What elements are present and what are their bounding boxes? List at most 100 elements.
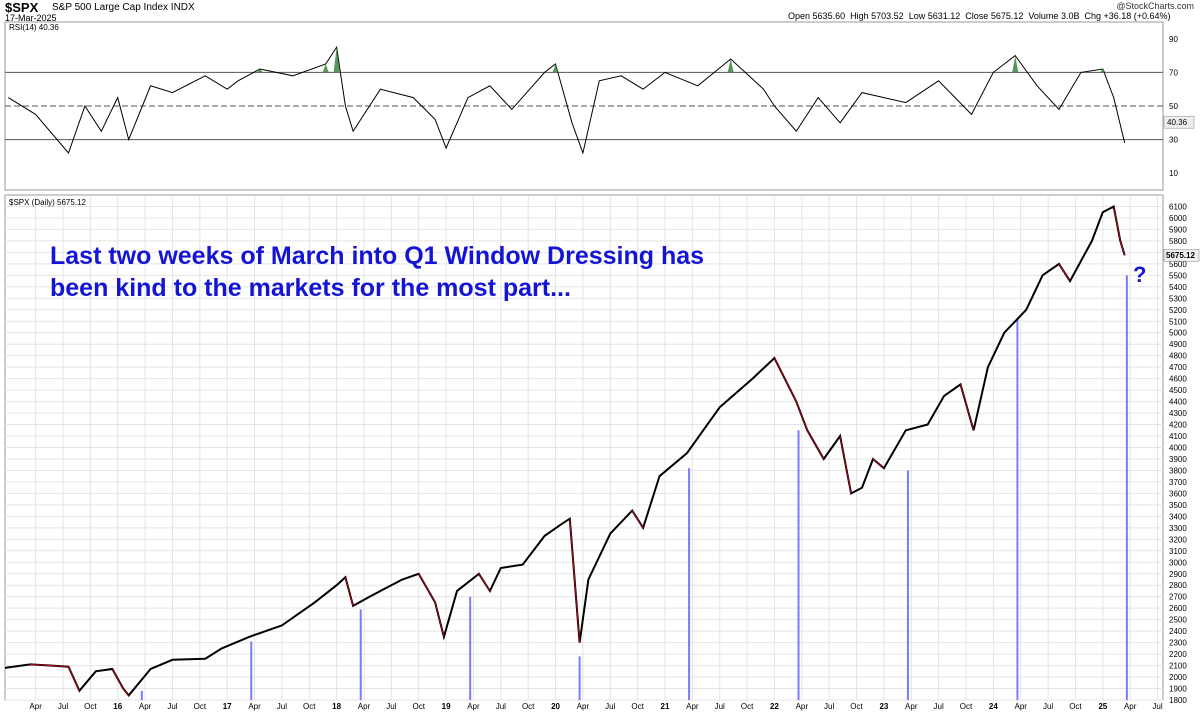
price-tick-label: 4000 (1169, 444, 1187, 453)
x-tick-label: Apr (796, 702, 809, 711)
x-tick-label: Jul (715, 702, 725, 711)
price-tick-label: 3600 (1169, 489, 1187, 498)
rsi-overbought-fill (333, 47, 340, 73)
rsi-tick-label: 70 (1169, 68, 1178, 77)
x-tick-label: Oct (1069, 702, 1082, 711)
price-tick-label: 5800 (1169, 237, 1187, 246)
rsi-overbought-fill (1012, 55, 1019, 73)
x-tick-label: Jul (1152, 702, 1162, 711)
price-line (4, 204, 1126, 697)
price-tick-label: 5500 (1169, 271, 1187, 280)
x-tick-label: 16 (113, 702, 122, 711)
x-tick-label: Apr (577, 702, 590, 711)
rsi-value-badge (1163, 115, 1195, 129)
price-tick-label: 1900 (1169, 685, 1187, 694)
x-tick-label: Oct (84, 702, 97, 711)
x-tick-label: Jul (496, 702, 506, 711)
x-tick-label: Apr (1124, 702, 1137, 711)
rsi-panel-title: RSI(14) 40.36 (9, 23, 59, 32)
x-tick-label: Oct (631, 702, 644, 711)
x-tick-label: Jul (824, 702, 834, 711)
volume-label: Volume (1028, 11, 1059, 21)
price-panel-title: $SPX (Daily) 5675.12 (9, 198, 86, 207)
price-down-segment (434, 602, 445, 637)
price-tick-label: 1800 (1169, 696, 1187, 705)
price-tick-label: 4600 (1169, 375, 1187, 384)
price-tick-label: 3100 (1169, 547, 1187, 556)
x-tick-label: Apr (905, 702, 918, 711)
x-tick-label: 19 (442, 702, 451, 711)
ohlc-stats: Open 5635.60 High 5703.52 Low 5631.12 Cl… (788, 11, 1171, 21)
price-tick-label: 4900 (1169, 340, 1187, 349)
x-tick-label: Oct (194, 702, 207, 711)
x-tick-label: 18 (332, 702, 341, 711)
x-tick-label: Oct (741, 702, 754, 711)
price-tick-label: 2600 (1169, 604, 1187, 613)
price-down-segment (30, 664, 53, 666)
x-tick-label: Oct (850, 702, 863, 711)
price-down-segment (839, 435, 852, 494)
price-tick-label: 2200 (1169, 650, 1187, 659)
rsi-tick-label: 10 (1169, 169, 1178, 178)
price-tick-label: 5000 (1169, 329, 1187, 338)
price-down-segment (960, 384, 975, 431)
price-tick-label: 2300 (1169, 639, 1187, 648)
stockcharts-watermark: @StockCharts.com (1116, 1, 1194, 11)
price-tick-label: 2700 (1169, 593, 1187, 602)
change-value: +36.18 (+0.64%) (1103, 11, 1171, 21)
price-tick-label: 5600 (1169, 260, 1187, 269)
x-tick-label: 25 (1098, 702, 1107, 711)
rsi-tick-label: 30 (1169, 136, 1178, 145)
annotation-line-2: been kind to the markets for the most pa… (50, 274, 571, 302)
index-name: S&P 500 Large Cap Index INDX (52, 2, 195, 13)
last-price-badge (1163, 248, 1200, 262)
price-tick-label: 4800 (1169, 352, 1187, 361)
x-tick-label: 23 (879, 702, 888, 711)
price-down-segment (345, 577, 354, 606)
price-down-segment (111, 668, 124, 689)
x-tick-label: Oct (522, 702, 535, 711)
x-tick-label: Jul (1043, 702, 1053, 711)
price-tick-label: 5200 (1169, 306, 1187, 315)
open-label: Open (788, 11, 811, 21)
x-tick-label: Jul (277, 702, 287, 711)
price-tick-label: 4500 (1169, 386, 1187, 395)
low-label: Low (908, 11, 926, 21)
annotation-line-1: Last two weeks of March into Q1 Window D… (50, 242, 705, 270)
exchange-code: INDX (170, 2, 195, 13)
price-down-segment (1113, 206, 1121, 241)
price-tick-label: 2500 (1169, 616, 1187, 625)
high-label: High (850, 11, 869, 21)
price-tick-label: 2900 (1169, 570, 1187, 579)
high-value: 5703.52 (871, 11, 904, 21)
price-tick-label: 3800 (1169, 466, 1187, 475)
price-tick-label: 4300 (1169, 409, 1187, 418)
price-down-segment (569, 518, 581, 643)
x-tick-label: Oct (960, 702, 973, 711)
price-down-segment (774, 357, 797, 402)
price-tick-label: 4100 (1169, 432, 1187, 441)
price-tick-label: 4200 (1169, 421, 1187, 430)
change-label: Chg (1084, 11, 1101, 21)
x-tick-label: Jul (58, 702, 68, 711)
x-tick-label: Oct (303, 702, 316, 711)
chart-header: $SPX S&P 500 Large Cap Index INDX 17-Mar… (0, 0, 1200, 23)
close-label: Close (965, 11, 989, 21)
price-down-segment (795, 401, 808, 431)
price-tick-label: 5400 (1169, 283, 1187, 292)
price-down-segment (631, 510, 644, 529)
chart-date: 17-Mar-2025 (5, 13, 57, 23)
x-tick-label: 20 (551, 702, 560, 711)
low-value: 5631.12 (927, 11, 961, 21)
x-tick-label: 24 (989, 702, 998, 711)
price-down-segment (122, 688, 129, 696)
x-tick-label: 21 (661, 702, 670, 711)
rsi-overbought-fill (552, 64, 559, 73)
price-down-segment (418, 573, 436, 603)
rsi-overbought-fill (257, 69, 264, 73)
rsi-tick-label: 90 (1169, 35, 1178, 44)
x-tick-label: Oct (413, 702, 426, 711)
x-tick-label: Jul (934, 702, 944, 711)
x-tick-label: Apr (1014, 702, 1027, 711)
